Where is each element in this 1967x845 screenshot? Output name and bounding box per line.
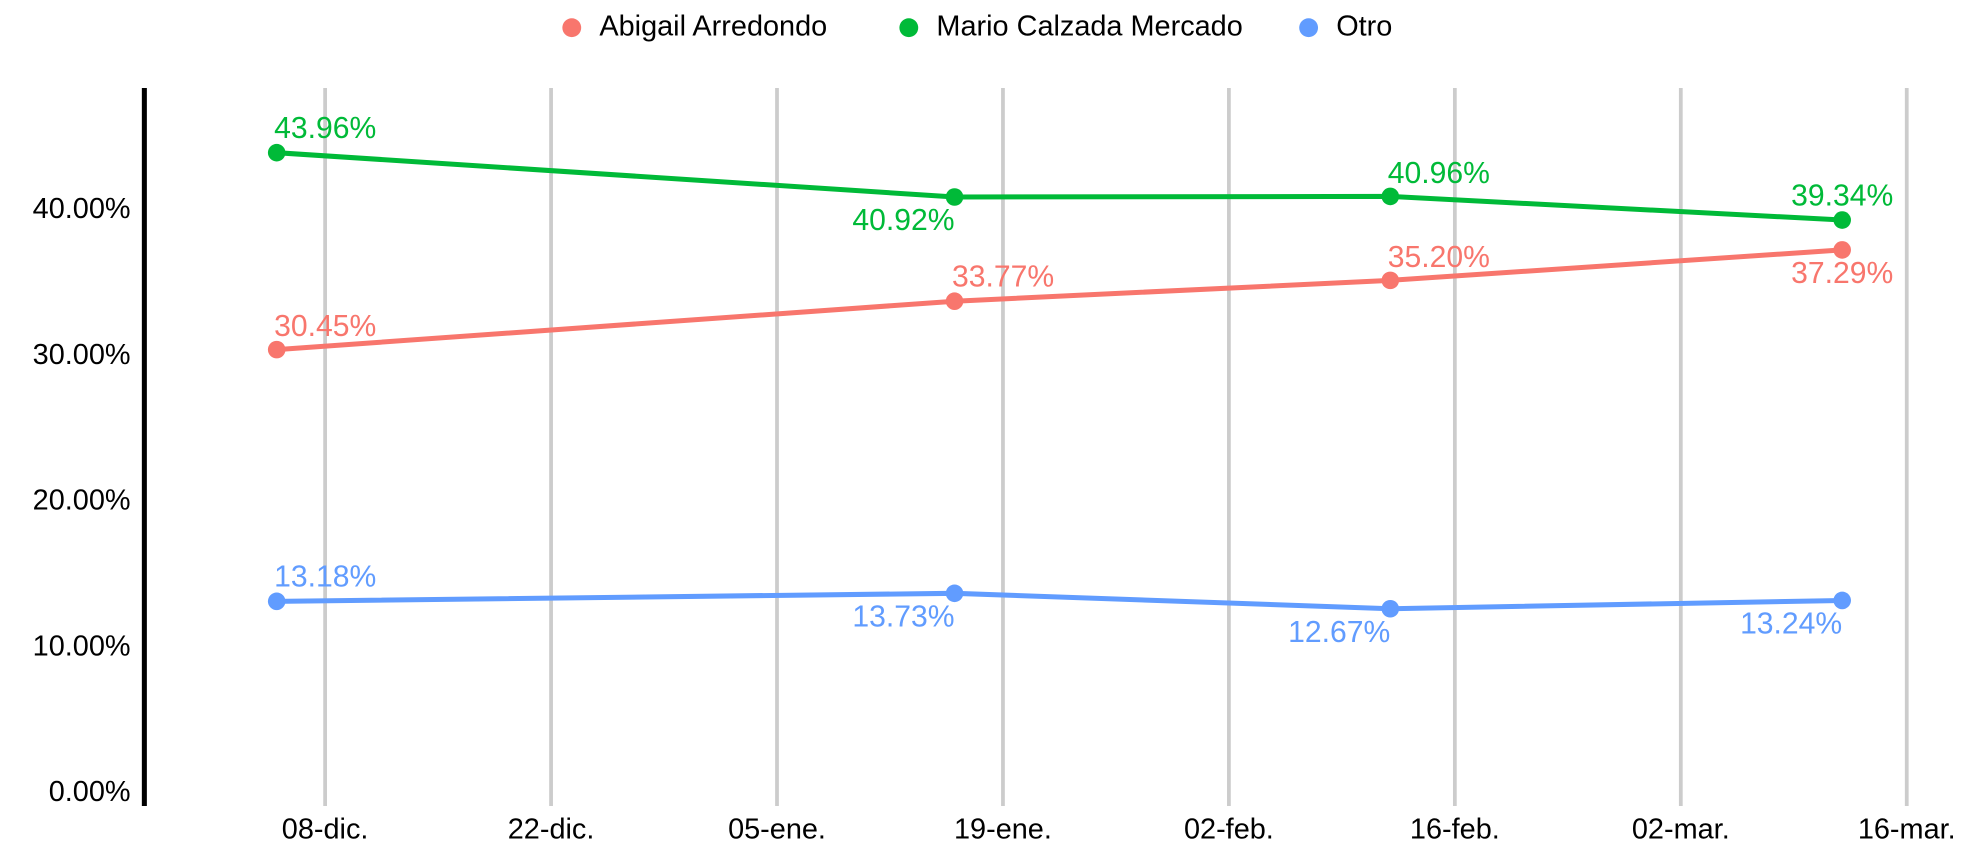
data-label: 13.73% bbox=[852, 600, 954, 633]
data-label: 37.29% bbox=[1791, 257, 1893, 290]
x-tick-label: 19-ene. bbox=[954, 814, 1052, 845]
x-tick-label: 22-dic. bbox=[508, 814, 595, 845]
data-label: 40.92% bbox=[852, 204, 954, 237]
data-label: 33.77% bbox=[952, 261, 1054, 294]
data-point bbox=[945, 292, 964, 310]
x-tick-label: 16-mar. bbox=[1858, 814, 1956, 845]
legend-label: Mario Calzada Mercado bbox=[936, 10, 1242, 42]
data-point bbox=[945, 584, 964, 603]
y-tick-label: 10.00% bbox=[33, 630, 131, 662]
series-line bbox=[276, 590, 1843, 612]
data-label: 12.67% bbox=[1288, 616, 1390, 649]
data-label: 40.96% bbox=[1388, 157, 1490, 190]
data-label: 13.24% bbox=[1740, 608, 1842, 641]
legend-label: Otro bbox=[1336, 10, 1392, 42]
data-point bbox=[945, 188, 964, 206]
x-tick-label: 16-feb. bbox=[1410, 814, 1500, 845]
data-point bbox=[1833, 211, 1851, 229]
legend-marker bbox=[562, 18, 582, 38]
data-point bbox=[267, 143, 286, 162]
y-tick-label: 40.00% bbox=[33, 193, 131, 225]
legend-marker bbox=[899, 18, 919, 38]
data-label: 30.45% bbox=[274, 310, 376, 343]
series-line bbox=[276, 247, 1843, 353]
y-tick-label: 0.00% bbox=[49, 776, 131, 808]
x-tick-label: 08-dic. bbox=[282, 814, 369, 845]
x-tick-label: 02-feb. bbox=[1184, 814, 1274, 845]
series-line bbox=[276, 150, 1843, 223]
x-tick-label: 05-ene. bbox=[728, 814, 826, 845]
y-tick-label: 30.00% bbox=[33, 339, 131, 371]
data-point bbox=[1381, 187, 1400, 206]
data-point bbox=[1833, 591, 1851, 610]
legend-marker bbox=[1299, 18, 1319, 38]
data-point bbox=[1833, 241, 1851, 259]
data-label: 35.20% bbox=[1388, 241, 1490, 274]
data-point bbox=[1381, 599, 1400, 618]
data-label: 43.96% bbox=[274, 112, 376, 145]
data-point bbox=[267, 592, 286, 611]
data-point bbox=[1381, 271, 1400, 290]
legend-label: Abigail Arredondo bbox=[599, 10, 827, 42]
data-point bbox=[267, 340, 286, 359]
data-label: 39.34% bbox=[1791, 179, 1893, 212]
x-tick-label: 02-mar. bbox=[1632, 814, 1730, 845]
y-tick-label: 20.00% bbox=[33, 485, 131, 517]
data-label: 13.18% bbox=[274, 561, 376, 594]
